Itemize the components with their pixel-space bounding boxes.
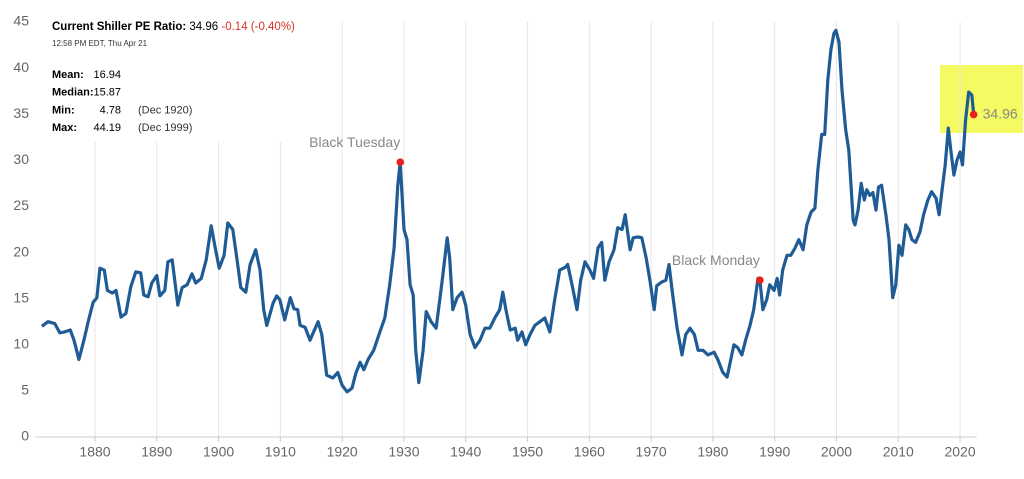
y-tick-label: 0	[21, 428, 29, 444]
stat-value: 44.19	[93, 122, 121, 134]
y-tick-label: 30	[13, 151, 29, 167]
y-tick-label: 40	[13, 59, 29, 75]
y-tick-label: 5	[21, 382, 29, 398]
stat-label: Max:	[52, 122, 77, 134]
event-label: Black Monday	[672, 252, 760, 268]
x-tick-label: 1980	[697, 444, 728, 460]
stat-label: Min:	[52, 104, 75, 116]
stat-note: (Dec 1920)	[138, 104, 192, 116]
current-value: 34.96	[189, 21, 218, 33]
x-tick-label: 2010	[883, 444, 914, 460]
data-line	[40, 28, 976, 394]
stat-value: 16.94	[93, 69, 121, 81]
stat-value: 4.78	[100, 104, 121, 116]
x-tick-label: 1940	[450, 444, 481, 460]
event-label: Black Tuesday	[309, 134, 400, 150]
last-point	[969, 110, 978, 119]
x-tick-label: 2000	[821, 444, 852, 460]
x-tick-label: 1910	[265, 444, 296, 460]
highlight-box	[940, 65, 1023, 133]
stat-label: Median:	[52, 87, 94, 99]
x-tick-label: 1960	[574, 444, 605, 460]
timestamp: 12:58 PM EDT, Thu Apr 21	[52, 39, 148, 48]
x-tick-label: 1890	[141, 444, 172, 460]
y-tick-label: 25	[13, 197, 29, 213]
change: -0.14 (-0.40%)	[221, 21, 295, 33]
x-tick-label: 2020	[944, 444, 975, 460]
info-panel: Current Shiller PE Ratio: 34.96 -0.14 (-…	[52, 21, 295, 134]
y-tick-label: 20	[13, 243, 29, 259]
x-tick-label: 1990	[759, 444, 790, 460]
stat-value: 15.87	[93, 87, 121, 99]
y-tick-label: 35	[13, 105, 29, 121]
x-tick-label: 1900	[203, 444, 234, 460]
x-tick-label: 1950	[512, 444, 543, 460]
y-tick-label: 45	[13, 13, 29, 29]
stat-note: (Dec 1999)	[138, 122, 192, 134]
y-tick-label: 10	[13, 335, 29, 351]
info-panel-bg	[40, 8, 302, 142]
x-tick-label: 1920	[327, 444, 358, 460]
x-tick-label: 1930	[388, 444, 419, 460]
last-value-label: 34.96	[983, 105, 1018, 121]
event-marker	[756, 276, 764, 285]
panel-title-text: Current Shiller PE Ratio:	[52, 21, 186, 33]
stat-label: Mean:	[52, 69, 84, 81]
y-tick-label: 15	[13, 289, 29, 305]
panel-title: Current Shiller PE Ratio: 34.96 -0.14 (-…	[52, 21, 295, 33]
x-tick-label: 1880	[79, 444, 110, 460]
x-tick-label: 1970	[636, 444, 667, 460]
event-marker	[396, 158, 405, 166]
